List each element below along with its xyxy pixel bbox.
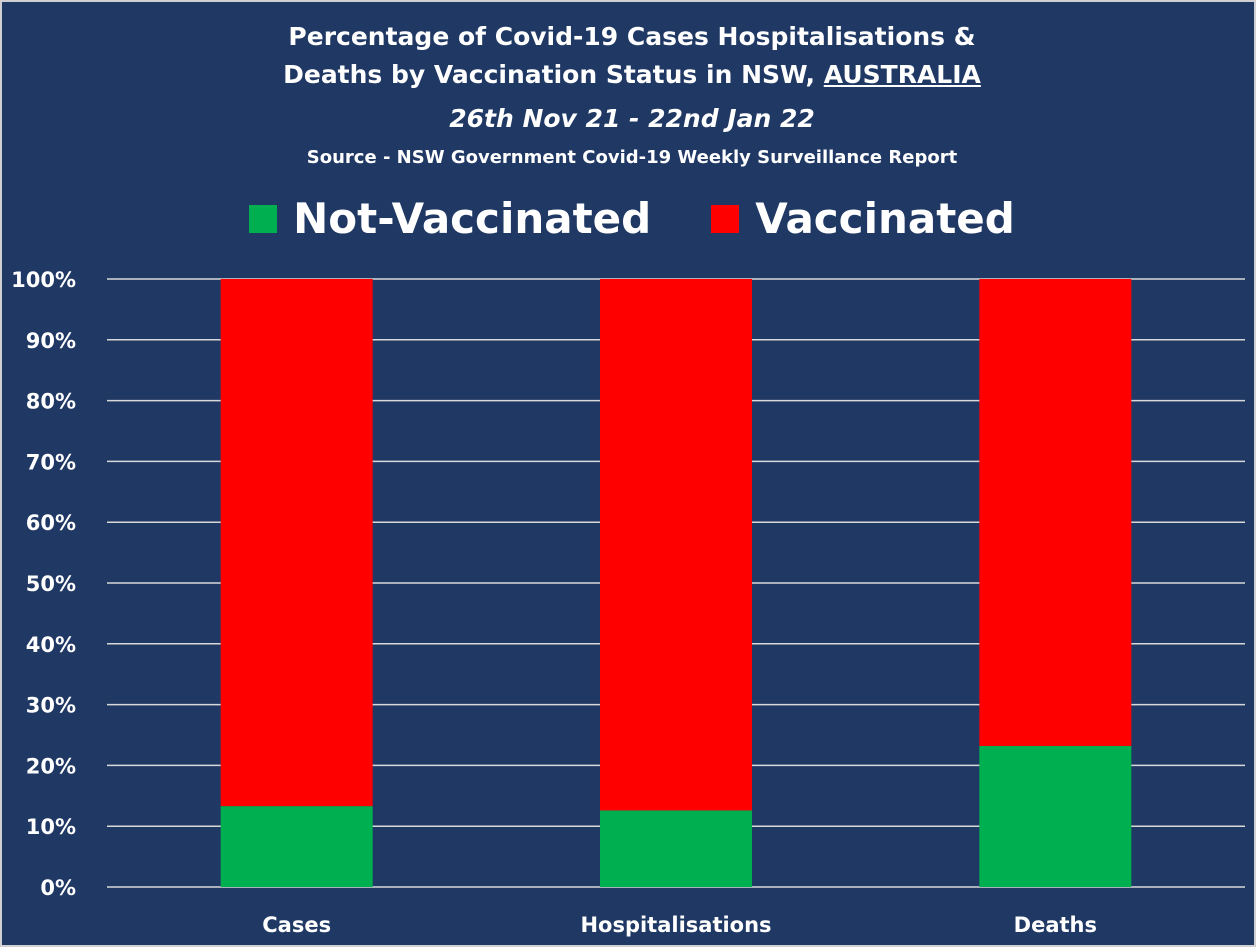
x-tick-label: Hospitalisations	[580, 913, 771, 937]
legend-item-vaccinated: Vaccinated	[711, 194, 1015, 243]
bar-not-vaccinated-cases	[220, 806, 373, 887]
legend-swatch	[249, 204, 278, 233]
chart-title-line2: Deaths by Vaccination Status in NSW, AUS…	[2, 60, 1254, 89]
title-line2-text: Deaths by Vaccination Status in NSW,	[283, 60, 816, 89]
bar-not-vaccinated-deaths	[979, 745, 1132, 887]
y-tick-label: 10%	[26, 815, 76, 839]
bar-not-vaccinated-hospitalisations	[600, 810, 752, 887]
y-tick-label: 100%	[11, 268, 76, 292]
chart-title: Percentage of Covid-19 Cases Hospitalisa…	[288, 22, 976, 51]
bar-vaccinated-deaths	[979, 279, 1132, 746]
bar-vaccinated-hospitalisations	[600, 279, 752, 811]
y-tick-label: 90%	[26, 329, 76, 353]
legend: Not-Vaccinated Vaccinated	[2, 194, 1254, 243]
chart-subtitle: 26th Nov 21 - 22nd Jan 22	[449, 104, 815, 133]
legend-label: Vaccinated	[755, 194, 1015, 243]
legend-item-not-vaccinated: Not-Vaccinated	[249, 194, 651, 243]
y-tick-label: 0%	[40, 876, 76, 900]
y-tick-label: 40%	[26, 633, 76, 657]
y-tick-label: 50%	[26, 572, 76, 596]
chart-source: Source - NSW Government Covid-19 Weekly …	[306, 147, 958, 168]
bar-vaccinated-cases	[220, 279, 373, 807]
x-tick-label: Cases	[262, 913, 331, 937]
y-tick-label: 60%	[26, 511, 76, 535]
legend-label: Not-Vaccinated	[293, 194, 652, 243]
y-tick-label: 80%	[26, 390, 76, 414]
title-emphasis: AUSTRALIA	[823, 60, 981, 89]
x-tick-label: Deaths	[1014, 913, 1097, 937]
legend-swatch	[711, 204, 740, 233]
y-tick-label: 70%	[26, 450, 76, 474]
y-tick-label: 20%	[26, 754, 76, 778]
y-tick-label: 30%	[26, 694, 76, 718]
